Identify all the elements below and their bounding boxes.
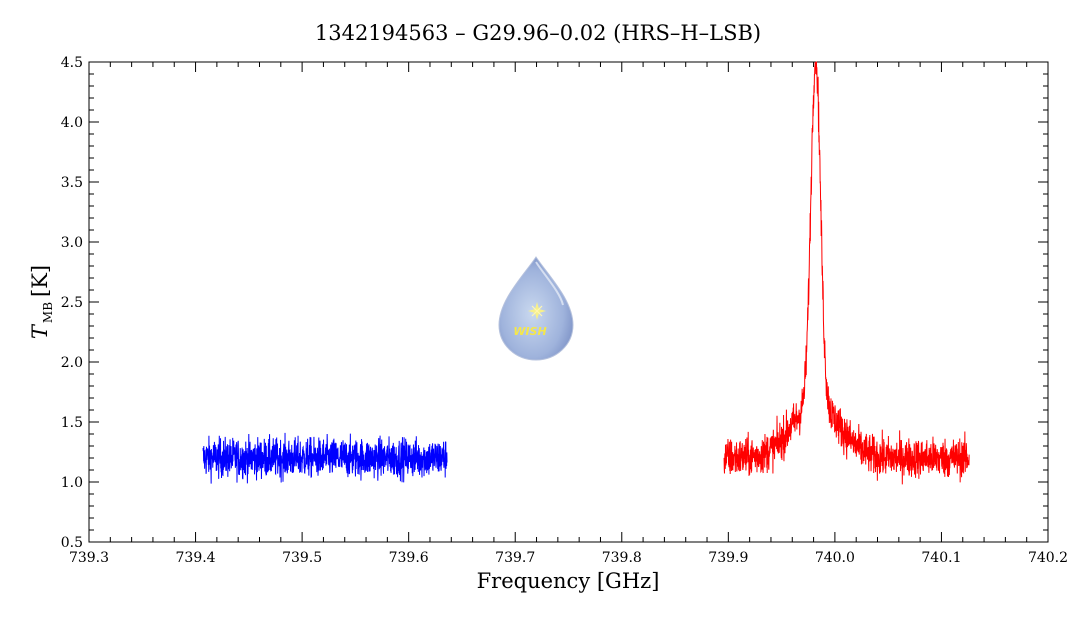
- y-axis: 0.5 1.0 1.5 2.0 2.5 3.0 3.5 4.0 4.5: [61, 55, 1048, 551]
- x-tick-label: 739.5: [282, 550, 322, 566]
- y-tick-label: 3.0: [61, 235, 83, 251]
- x-tick-label: 739.4: [176, 550, 216, 566]
- x-tick-label: 739.7: [495, 550, 535, 566]
- y-tick-label: 2.0: [61, 355, 83, 371]
- x-tick-label: 739.6: [389, 550, 429, 566]
- x-tick-label: 739.9: [708, 550, 748, 566]
- y-axis-subscript: MB: [41, 302, 55, 323]
- x-tick-label: 739.3: [69, 550, 109, 566]
- spectrum-series-line: [723, 61, 970, 485]
- x-tick-label: 740.2: [1028, 550, 1068, 566]
- y-tick-label: 0.5: [61, 535, 83, 551]
- y-axis-label: TMB [K]: [28, 265, 55, 339]
- svg-text:TMB[K]: TMB [K]: [28, 265, 55, 339]
- series-layer: [202, 61, 970, 485]
- wish-logo: WISH: [498, 256, 574, 361]
- y-axis-symbol: T: [28, 323, 52, 339]
- y-tick-label: 1.0: [61, 475, 83, 491]
- y-tick-label: 1.5: [61, 415, 83, 431]
- y-tick-label: 3.5: [61, 175, 83, 191]
- star-icon: [528, 302, 546, 320]
- logo-label: WISH: [513, 325, 546, 338]
- x-tick-label: 740.1: [921, 550, 961, 566]
- chart-title: 1342194563 – G29.96–0.02 (HRS–H–LSB): [315, 21, 761, 45]
- x-axis: 739.3 739.4 739.5 739.6 739.7 739.8 739.9 740.0…: [69, 62, 1068, 566]
- x-tick-label: 739.8: [602, 550, 642, 566]
- spectrum-series-line: [202, 432, 448, 484]
- x-axis-label: Frequency [GHz]: [477, 569, 660, 593]
- y-tick-label: 2.5: [61, 295, 83, 311]
- y-tick-label: 4.0: [61, 115, 83, 131]
- x-tick-label: 740.0: [815, 550, 855, 566]
- y-axis-unit: [K]: [28, 265, 52, 297]
- y-tick-label: 4.5: [61, 55, 83, 71]
